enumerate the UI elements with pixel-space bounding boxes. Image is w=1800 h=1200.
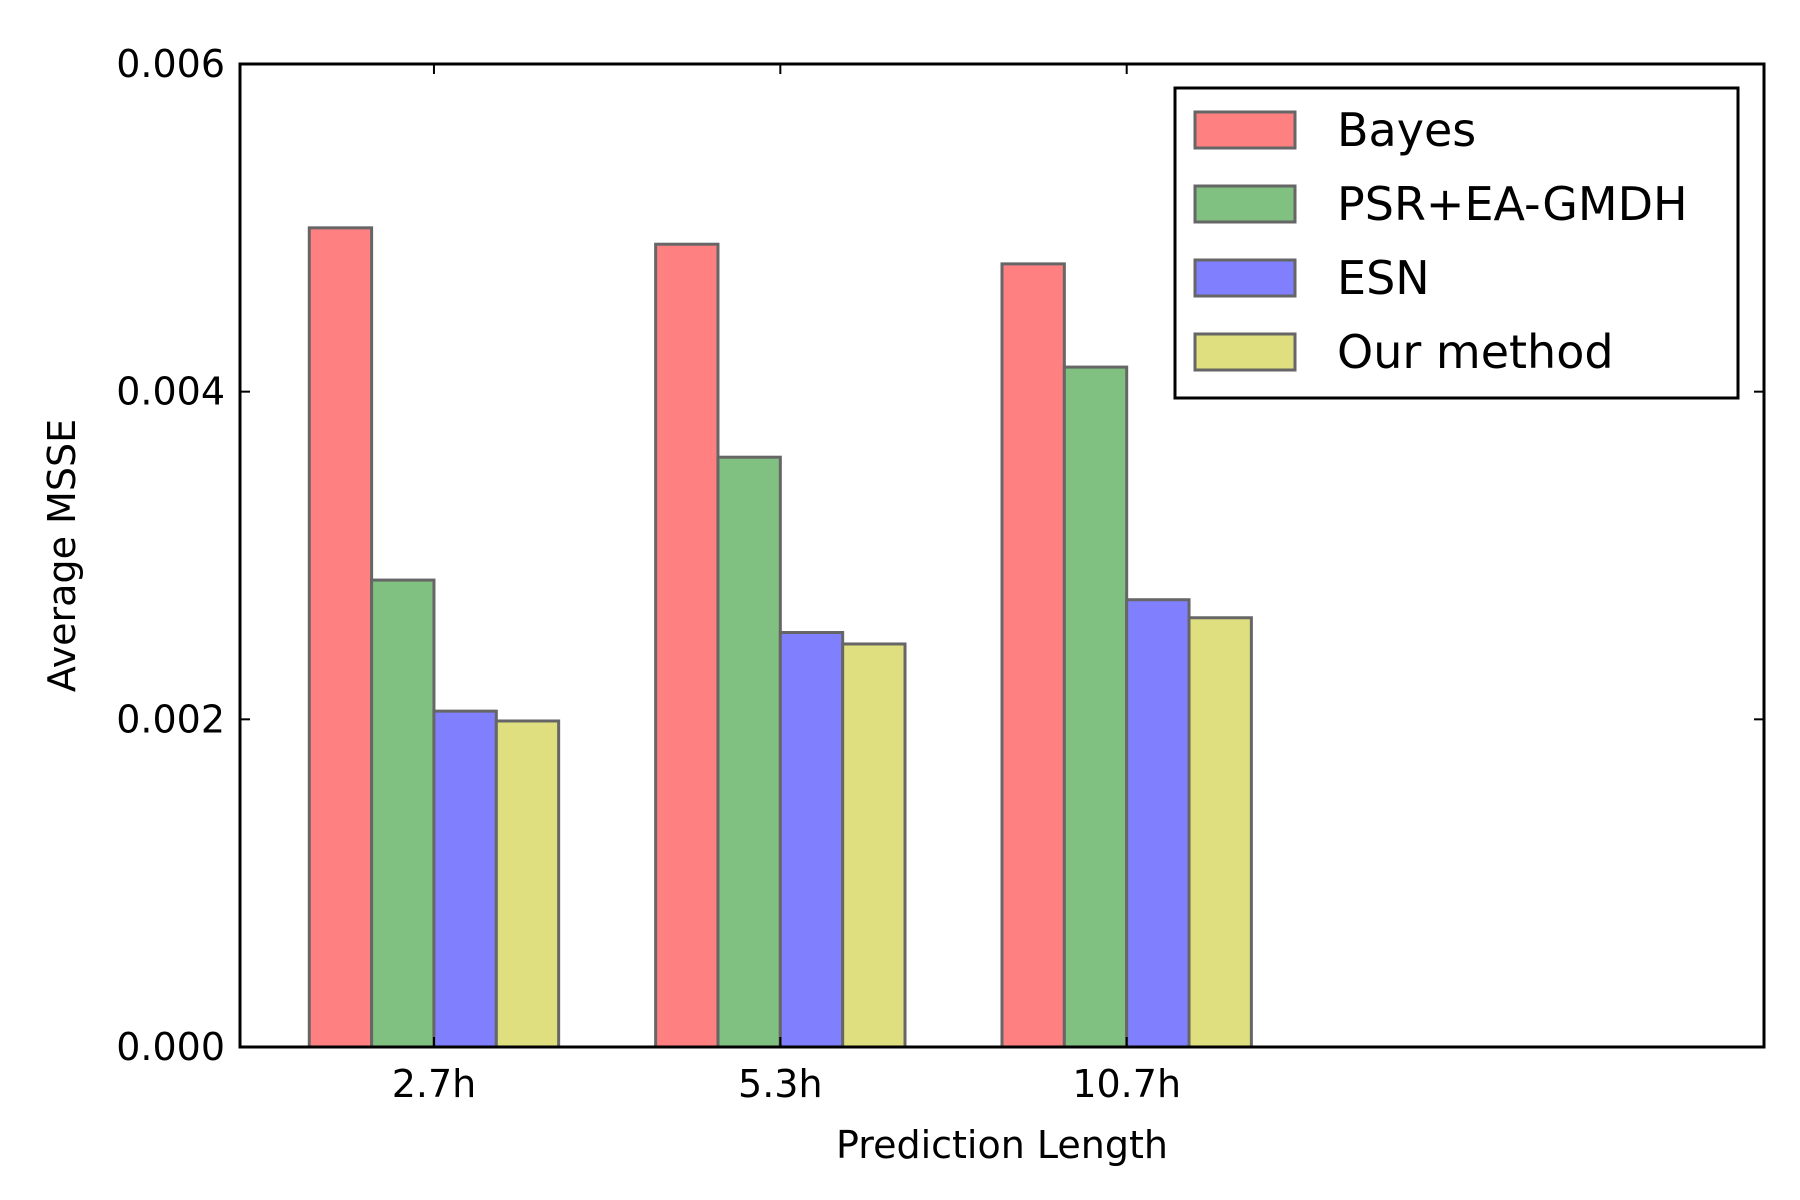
y-axis-label: Average MSSE [40, 419, 84, 692]
legend: Bayes PSR+EA-GMDH ESN Our method [1173, 86, 1740, 400]
bar-esn-5-3h [778, 631, 845, 1049]
x-tick-label: 5.3h [738, 1062, 823, 1106]
bar-our-method-10-7h [1187, 616, 1253, 1049]
legend-label: ESN [1337, 251, 1430, 305]
legend-swatch [1193, 258, 1297, 298]
legend-swatch [1193, 332, 1297, 372]
bar-esn-10-7h [1125, 598, 1191, 1049]
x-tick-label: 2.7h [392, 1062, 477, 1106]
bar-our-method-5-3h [841, 642, 907, 1049]
ticks-group: 2.7h 5.3h 10.7h 0.000 0.002 0.004 0.006 [116, 42, 1764, 1106]
y-tick-label: 0.000 [116, 1025, 225, 1069]
bars-group [307, 226, 1253, 1049]
y-tick-label: 0.002 [116, 697, 225, 741]
plot-frame [238, 62, 1766, 1049]
legend-label: Bayes [1337, 103, 1476, 157]
legend-swatch [1193, 110, 1297, 150]
bar-bayes-2-7h [307, 226, 374, 1049]
y-tick-label: 0.006 [116, 42, 225, 86]
legend-label: PSR+EA-GMDH [1337, 177, 1688, 231]
bar-our-method-2-7h [494, 719, 561, 1049]
bar-psr-ea-gmdh-10-7h [1062, 365, 1129, 1049]
x-tick-label: 10.7h [1072, 1062, 1181, 1106]
bar-bayes-5-3h [654, 242, 720, 1049]
x-axis-label: Prediction Length [836, 1123, 1168, 1167]
legend-label: Our method [1337, 325, 1614, 379]
bar-bayes-10-7h [1000, 262, 1066, 1049]
bar-psr-ea-gmdh-5-3h [716, 455, 782, 1049]
bar-esn-2-7h [432, 709, 498, 1049]
legend-swatch [1193, 184, 1297, 224]
y-tick-label: 0.004 [116, 370, 225, 414]
bar-psr-ea-gmdh-2-7h [370, 578, 436, 1049]
